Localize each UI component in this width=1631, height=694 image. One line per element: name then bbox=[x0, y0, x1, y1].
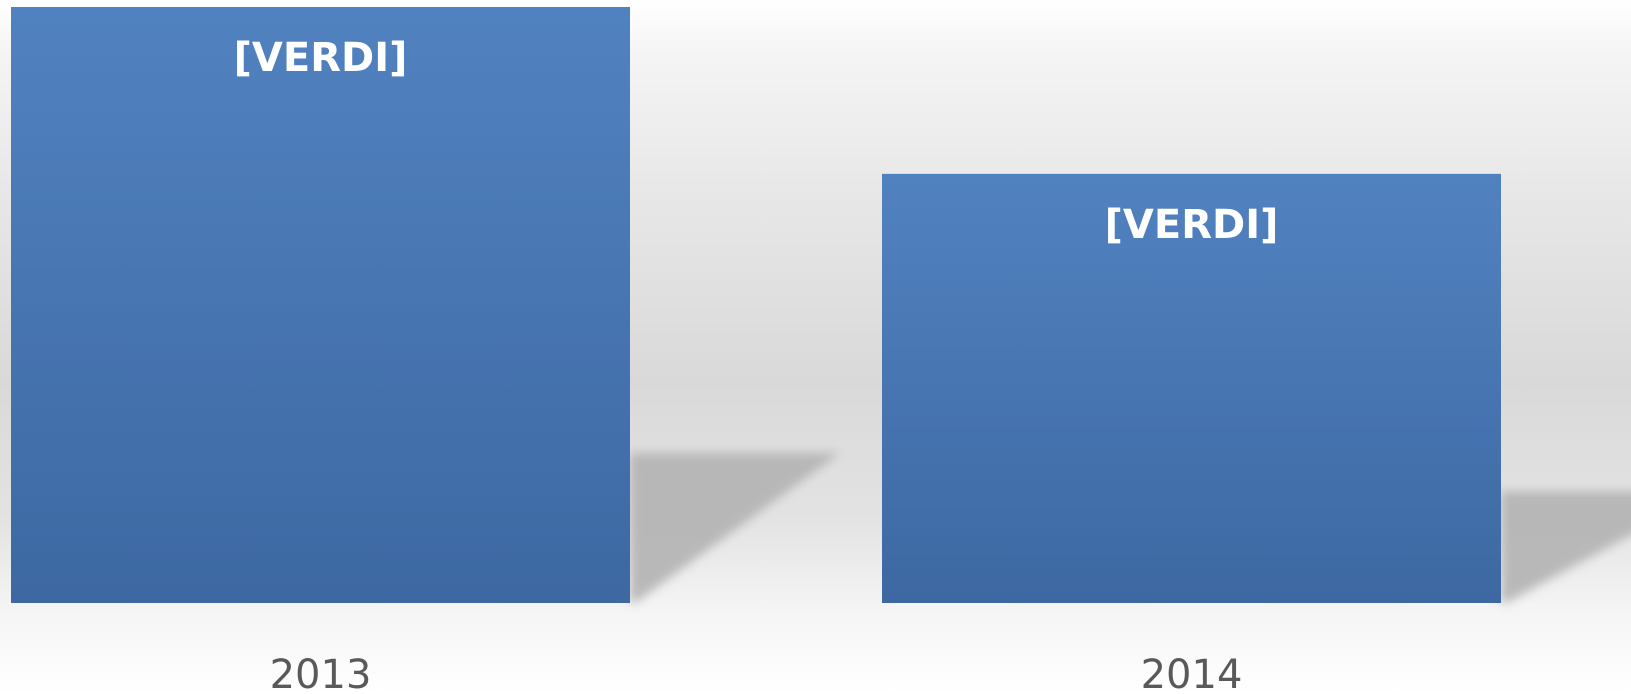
data-labels-group: [VERDI] [VERDI] bbox=[234, 35, 1279, 248]
x-tick-label-2014: 2014 bbox=[1141, 652, 1243, 694]
data-label-2014: [VERDI] bbox=[1105, 202, 1279, 248]
bar-2013 bbox=[11, 7, 630, 603]
bar-shadow-2013 bbox=[630, 453, 840, 603]
x-tick-label-2013: 2013 bbox=[270, 652, 372, 694]
bar-shadow-2014 bbox=[1501, 491, 1631, 603]
x-axis-tick-labels: 2013 2014 bbox=[270, 652, 1243, 694]
bar-2014 bbox=[882, 173, 1501, 603]
bars-group bbox=[11, 7, 1501, 603]
bar-shadows bbox=[630, 453, 1631, 603]
data-label-2013: [VERDI] bbox=[234, 35, 408, 81]
